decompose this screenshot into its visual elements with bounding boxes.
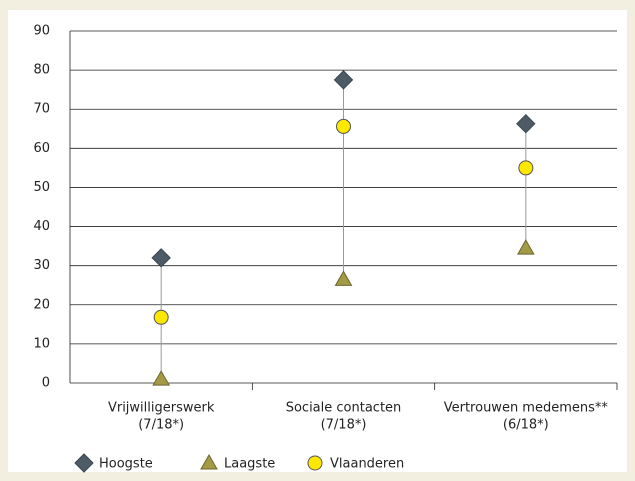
x-tick-label: (6/18*) <box>503 418 549 433</box>
y-tick-label: 60 <box>33 141 50 156</box>
marker <box>334 270 353 286</box>
marker <box>153 309 169 325</box>
plot-background <box>8 10 627 472</box>
x-tick-label: Sociale contacten <box>286 401 402 416</box>
legend-marker <box>307 455 323 471</box>
x-tick-label: (7/18*) <box>321 418 367 433</box>
marker <box>516 113 536 134</box>
x-tick-label: (7/18*) <box>138 418 184 433</box>
x-tick-label: Vrijwilligerswerk <box>108 401 215 416</box>
legend-label: Hoogste <box>99 457 153 472</box>
y-tick-label: 70 <box>33 102 50 117</box>
y-tick-label: 90 <box>33 24 50 39</box>
y-tick-label: 20 <box>33 297 50 312</box>
legend-marker <box>200 453 218 470</box>
y-tick-label: 40 <box>33 219 50 234</box>
y-tick-label: 10 <box>33 336 50 351</box>
y-tick-label: 80 <box>33 63 50 78</box>
legend-label: Laagste <box>224 457 275 472</box>
y-tick-label: 50 <box>33 180 50 195</box>
marker <box>516 239 535 255</box>
y-tick-label: 30 <box>33 258 50 273</box>
marker <box>151 248 171 268</box>
marker <box>152 370 171 386</box>
marker <box>518 160 534 176</box>
marker <box>333 70 354 90</box>
legend-label: Vlaanderen <box>330 457 404 472</box>
y-tick-label: 0 <box>42 376 50 391</box>
x-tick-label: Vertrouwen medemens** <box>444 401 609 416</box>
legend-marker <box>74 453 94 473</box>
marker <box>336 118 351 134</box>
